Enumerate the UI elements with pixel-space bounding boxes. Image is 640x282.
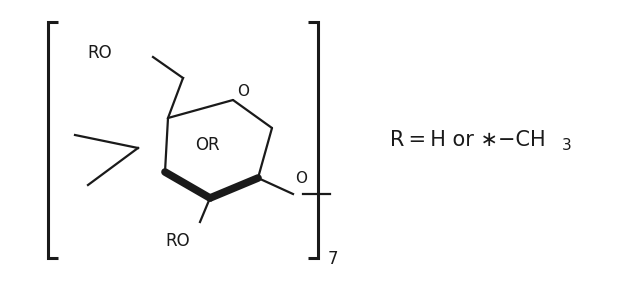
- Text: O: O: [237, 85, 249, 100]
- Text: RO: RO: [165, 232, 189, 250]
- Text: OR: OR: [195, 136, 220, 154]
- Text: RO: RO: [88, 44, 112, 62]
- Text: 3: 3: [562, 138, 572, 153]
- Text: R = H or ∗−CH: R = H or ∗−CH: [390, 130, 546, 150]
- Text: O: O: [295, 171, 307, 186]
- Text: 7: 7: [328, 250, 339, 268]
